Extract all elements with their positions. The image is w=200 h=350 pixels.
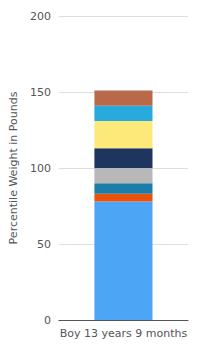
svg-text:100: 100	[30, 162, 51, 175]
svg-text:50: 50	[37, 238, 51, 251]
svg-text:200: 200	[30, 10, 51, 23]
svg-text:Boy 13 years 9 months: Boy 13 years 9 months	[60, 327, 188, 340]
svg-text:0: 0	[44, 314, 51, 327]
svg-text:Percentile Weight in Pounds: Percentile Weight in Pounds	[7, 91, 20, 244]
svg-text:150: 150	[30, 86, 51, 99]
